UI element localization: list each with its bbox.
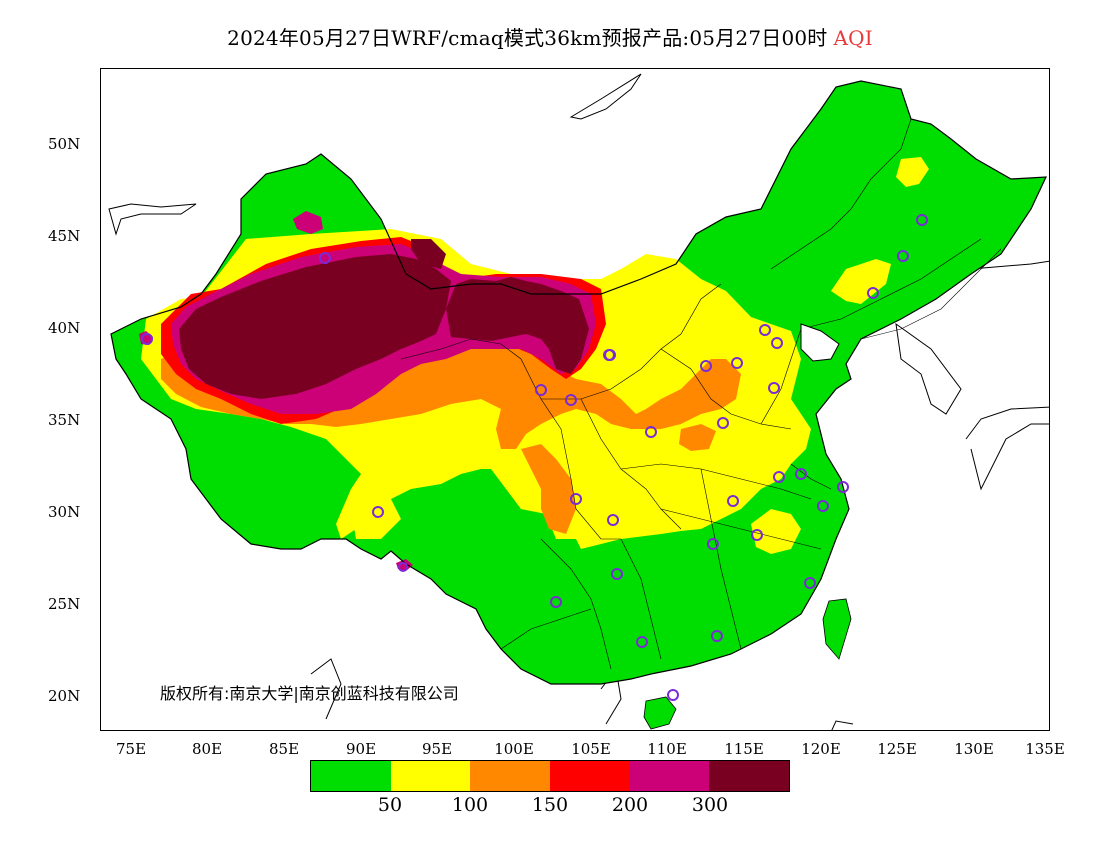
zone-hazardous-3 xyxy=(411,239,446,269)
bohai-sea xyxy=(800,323,840,362)
legend-tick-100: 100 xyxy=(451,794,489,816)
zone-hotspot-south xyxy=(396,559,413,571)
lon-label-115e: 115E xyxy=(724,740,764,758)
zone-moderate-ne2 xyxy=(896,157,929,187)
lon-label-80e: 80E xyxy=(191,740,223,758)
province-borders xyxy=(400,118,1002,670)
legend-tick-50: 50 xyxy=(377,794,403,816)
map-title: 2024年05月27日WRF/cmaq模式36km预报产品:05月27日00时 A… xyxy=(0,22,1100,51)
lon-label-130e: 130E xyxy=(954,740,994,758)
legend-tick-200: 200 xyxy=(611,794,649,816)
lon-label-95e: 95E xyxy=(421,740,453,758)
lon-label-75e: 75E xyxy=(115,740,147,758)
lat-label-30n: 30N xyxy=(48,503,81,521)
lon-label-100e: 100E xyxy=(494,740,534,758)
zone-sensitive-east xyxy=(679,424,716,451)
aqi-map xyxy=(108,73,1049,730)
legend-swatch-2 xyxy=(470,761,551,791)
lon-label-110e: 110E xyxy=(647,740,687,758)
lon-label-90e: 90E xyxy=(345,740,377,758)
zone-hazardous-2 xyxy=(446,277,589,374)
title-main: 2024年05月27日WRF/cmaq模式36km预报产品:05月27日00时 xyxy=(227,26,828,50)
lat-label-20n: 20N xyxy=(48,687,81,705)
color-legend xyxy=(310,760,790,792)
city-markers xyxy=(141,214,928,701)
legend-swatch-5 xyxy=(709,761,790,791)
copyright-text: 版权所有:南京大学|南京创蓝科技有限公司 xyxy=(160,684,459,703)
lon-label-85e: 85E xyxy=(268,740,300,758)
aqi-field xyxy=(111,81,1046,730)
lon-label-125e: 125E xyxy=(877,740,917,758)
legend-swatch-0 xyxy=(311,761,391,791)
zone-good-taiwan xyxy=(822,598,852,660)
zone-moderate-ne xyxy=(831,259,891,304)
lon-label-105e: 105E xyxy=(571,740,611,758)
zone-sensitive xyxy=(161,339,741,449)
lat-label-35n: 35N xyxy=(48,411,81,429)
zone-hazardous xyxy=(179,254,451,399)
title-variable: AQI xyxy=(833,26,873,50)
zone-good-hainan xyxy=(643,696,677,730)
lat-label-25n: 25N xyxy=(48,595,81,613)
lat-label-50n: 50N xyxy=(48,135,81,153)
zone-moderate-se xyxy=(751,509,801,554)
lat-label-40n: 40N xyxy=(48,319,81,337)
legend-tick-300: 300 xyxy=(691,794,729,816)
lon-label-135e: 135E xyxy=(1025,740,1065,758)
legend-swatch-3 xyxy=(550,761,630,791)
legend-swatch-1 xyxy=(390,761,471,791)
lat-label-45n: 45N xyxy=(48,227,81,245)
lon-label-120e: 120E xyxy=(801,740,841,758)
map-panel[interactable] xyxy=(100,68,1050,731)
zone-hotspot-north xyxy=(293,211,323,234)
legend-swatch-4 xyxy=(629,761,710,791)
legend-tick-150: 150 xyxy=(531,794,569,816)
zone-sensitive-sichuan xyxy=(521,444,576,534)
borders xyxy=(110,80,1047,685)
zone-moderate-w xyxy=(351,499,401,539)
